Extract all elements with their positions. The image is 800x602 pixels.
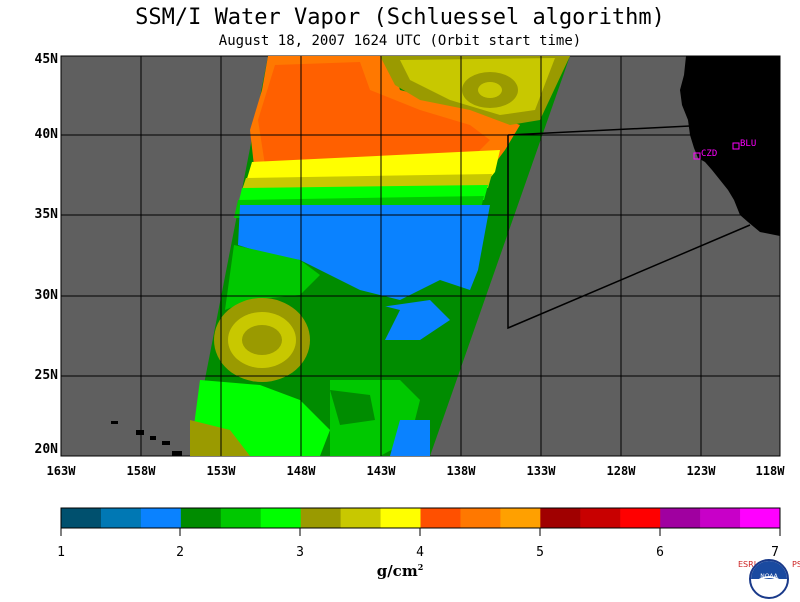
colorbar-swatch — [300, 508, 342, 528]
lon-label-158w: 158W — [126, 464, 156, 478]
lon-label-163w: 163W — [46, 464, 76, 478]
station-marker-czd — [693, 152, 701, 160]
colorbar-swatch — [580, 508, 621, 528]
lat-label-40n: 40N — [34, 127, 58, 142]
colorbar-swatch — [500, 508, 541, 528]
lat-label-20n: 20N — [34, 442, 58, 457]
colorbar-swatch — [220, 508, 262, 528]
lon-label-128w: 128W — [606, 464, 636, 478]
colorbar-label-3: 3 — [296, 545, 304, 560]
colorbar-label-4: 4 — [416, 545, 424, 560]
lon-label-153w: 153W — [206, 464, 236, 478]
lat-label-25n: 25N — [34, 368, 58, 383]
colorbar-swatch — [260, 508, 302, 528]
map-subtitle: August 18, 2007 1624 UTC (Orbit start ti… — [218, 33, 582, 49]
hawaii-islands — [111, 421, 118, 424]
colorbar-label-5: 5 — [536, 545, 544, 560]
colorbar-swatch — [140, 508, 182, 528]
station-label-blu: BLU — [740, 139, 756, 149]
lat-label-35n: 35N — [34, 207, 58, 222]
graticule — [61, 56, 780, 456]
lon-label-133w: 133W — [526, 464, 556, 478]
lon-label-123w: 123W — [686, 464, 716, 478]
noaa-logo: NOAA — [749, 559, 789, 599]
colorbar-swatch — [340, 508, 382, 528]
colorbar-label-1: 1 — [57, 545, 65, 560]
svg-text:NOAA: NOAA — [760, 573, 778, 580]
lon-label-118w: 118W — [755, 464, 785, 478]
lon-label-143w: 143W — [366, 464, 396, 478]
lon-label-138w: 138W — [446, 464, 476, 478]
station-marker-blu — [732, 142, 740, 150]
colorbar-label-2: 2 — [176, 545, 184, 560]
colorbar-swatch — [740, 508, 781, 528]
colorbar-swatch — [620, 508, 661, 528]
colorbar-label-6: 6 — [656, 545, 664, 560]
colorbar-swatch — [100, 508, 142, 528]
colorbar-label-7: 7 — [771, 545, 779, 560]
swath-layer — [190, 56, 570, 456]
colorbar — [60, 507, 781, 529]
colorbar-swatch — [660, 508, 701, 528]
station-label-czd: CZD — [701, 149, 717, 159]
colorbar-unit: g/cm2 — [376, 562, 424, 580]
colorbar-swatch — [700, 508, 741, 528]
lat-label-45n: 45N — [34, 52, 58, 67]
colorbar-swatch — [460, 508, 501, 528]
domain-boundary — [507, 135, 751, 330]
esrl-label: ESRL — [738, 560, 759, 569]
coastline — [680, 56, 780, 236]
psd-label: PSD — [792, 560, 800, 569]
colorbar-ticks — [60, 528, 781, 536]
lon-label-148w: 148W — [286, 464, 316, 478]
colorbar-swatch — [61, 508, 102, 528]
map-title: SSM/I Water Vapor (Schluessel algorithm) — [135, 5, 665, 30]
colorbar-swatch — [380, 508, 421, 528]
colorbar-swatch — [180, 508, 222, 528]
lat-label-30n: 30N — [34, 288, 58, 303]
land-layer — [111, 56, 780, 456]
colorbar-swatch — [420, 508, 461, 528]
colorbar-swatch — [540, 508, 581, 528]
